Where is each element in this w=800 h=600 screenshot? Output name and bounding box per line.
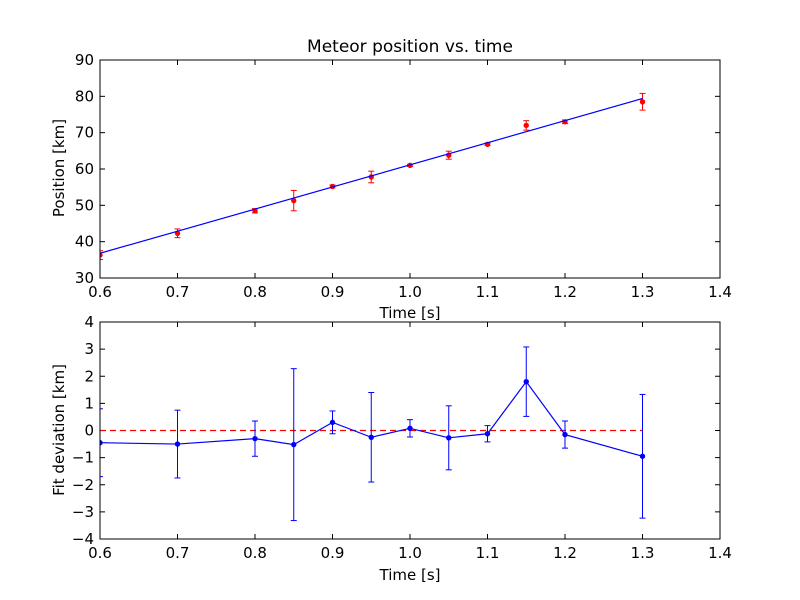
top-y-tick-label: 80 [75,87,94,105]
bottom-x-axis-label: Time [s] [379,566,441,584]
bottom-y-tick-label: 2 [84,367,94,385]
top-x-tick-label: 0.8 [243,283,267,301]
bottom-y-tick-label: 4 [84,313,94,331]
bottom-x-tick-label: 1.3 [631,544,655,562]
bottom-y-axis-label: Fit deviation [km] [50,364,68,496]
top-axes-frame [99,59,721,279]
bottom-data-point [329,419,336,426]
bottom-data-point [484,431,491,437]
top-x-tick-label: 1.0 [398,283,422,301]
bottom-data-point [523,378,529,385]
top-x-tick-label: 1.4 [708,283,732,301]
bottom-x-tick-label: 0.7 [166,544,190,562]
top-x-tick-label: 0.9 [321,283,345,301]
position-plot: Meteor position vs. time Time [s] Positi… [50,37,732,322]
top-x-tick-label: 1.1 [476,283,500,301]
bottom-x-tick-label: 0.9 [321,544,345,562]
bottom-x-tick-label: 1.0 [398,544,422,562]
bottom-data-point [291,441,297,448]
top-x-tick-label: 0.6 [88,283,112,301]
bottom-x-tick-label: 1.4 [708,544,732,562]
top-x-axis-label: Time [s] [379,304,441,322]
bottom-axes-frame [99,321,721,540]
bottom-data-point [368,434,374,440]
top-y-axis-label: Position [km] [50,119,68,217]
top-data-layer [100,92,646,260]
bottom-data-point [174,441,181,447]
bottom-x-tick-label: 0.8 [243,544,267,562]
top-x-tick-label: 0.7 [166,283,190,301]
bottom-x-tick-label: 1.2 [553,544,577,562]
bottom-x-tick-label: 1.1 [476,544,500,562]
bottom-data-point [407,425,413,432]
top-chart-title: Meteor position vs. time [307,37,513,57]
top-y-tick-label: 70 [75,124,94,142]
top-y-tick-label: 30 [75,269,94,287]
top-x-tick-label: 1.2 [553,283,577,301]
bottom-y-tick-label: −1 [72,449,94,467]
deviation-plot: Time [s] Fit deviation [km] 0.6 0.7 0.8 0.9… [50,313,732,584]
bottom-y-tick-label: 3 [84,340,94,358]
bottom-y-tick-label: 1 [84,394,94,412]
bottom-data-point [562,431,568,438]
bottom-series-line [100,380,643,457]
bottom-y-tick-label: 0 [84,422,94,440]
top-fit-line [100,97,643,254]
bottom-data-layer [100,346,646,522]
bottom-data-point [639,453,646,459]
top-y-tick-label: 90 [75,51,94,69]
bottom-x-tick-label: 0.6 [88,544,112,562]
bottom-y-tick-label: −3 [72,503,94,521]
top-y-tick-label: 50 [75,196,94,214]
top-y-tick-label: 60 [75,160,94,178]
top-data-point [523,122,529,129]
top-y-tick-label: 40 [75,233,94,251]
bottom-data-point [252,435,258,442]
top-x-tick-label: 1.3 [631,283,655,301]
bottom-data-point [446,435,452,441]
bottom-y-tick-label: −4 [72,530,94,548]
bottom-y-tick-label: −2 [72,476,94,494]
top-data-point [639,99,646,105]
